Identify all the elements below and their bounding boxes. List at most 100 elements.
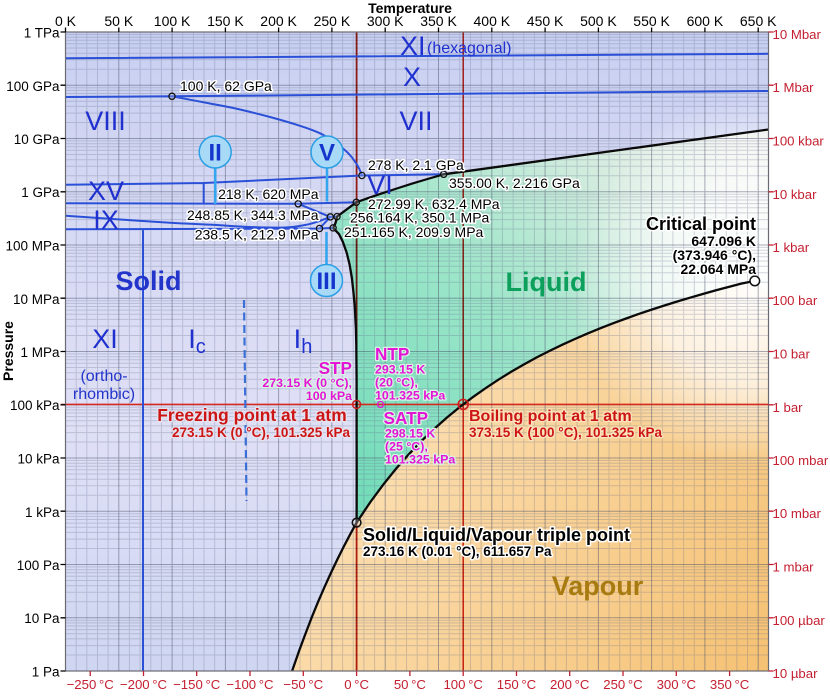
svg-text:273.15 K (0 °C),: 273.15 K (0 °C), — [262, 376, 352, 390]
svg-text:rhombic): rhombic) — [73, 386, 135, 403]
svg-text:(hexagonal): (hexagonal) — [427, 40, 512, 57]
svg-text:VII: VII — [399, 106, 432, 136]
svg-text:647.096 K: 647.096 K — [691, 233, 756, 249]
svg-text:XI: XI — [400, 31, 426, 61]
svg-text:100 Pa: 100 Pa — [17, 558, 60, 573]
svg-text:Temperature: Temperature — [368, 0, 452, 16]
svg-text:0 K: 0 K — [55, 13, 77, 29]
svg-text:373.15 K (100 °C), 101.325 kPa: 373.15 K (100 °C), 101.325 kPa — [469, 425, 663, 440]
svg-text:10 bar: 10 bar — [773, 347, 811, 362]
svg-text:22.064 MPa: 22.064 MPa — [681, 261, 757, 277]
svg-text:100 K: 100 K — [154, 13, 191, 29]
svg-text:−200 °C: −200 °C — [120, 677, 168, 692]
svg-text:550 K: 550 K — [633, 13, 670, 29]
svg-text:273.16 K (0.01 °C), 611.657 Pa: 273.16 K (0.01 °C), 611.657 Pa — [363, 544, 552, 559]
svg-text:100 GPa: 100 GPa — [6, 79, 60, 94]
svg-text:−250 °C: −250 °C — [67, 677, 115, 692]
svg-text:250 °C: 250 °C — [603, 677, 643, 692]
svg-text:IX: IX — [93, 205, 119, 235]
svg-text:256.164 K, 350.1 MPa: 256.164 K, 350.1 MPa — [350, 210, 490, 226]
svg-text:−100 °C: −100 °C — [226, 677, 274, 692]
svg-text:(373.946 °C),: (373.946 °C), — [673, 247, 756, 263]
svg-text:400 K: 400 K — [474, 13, 511, 29]
svg-text:272.99 K, 632.4 MPa: 272.99 K, 632.4 MPa — [368, 196, 500, 212]
svg-text:III: III — [316, 268, 336, 295]
svg-text:1 kPa: 1 kPa — [25, 505, 60, 520]
svg-text:101.325 kPa: 101.325 kPa — [375, 389, 445, 403]
svg-text:1 mbar: 1 mbar — [773, 560, 815, 575]
svg-text:1 bar: 1 bar — [773, 400, 804, 415]
svg-text:V: V — [319, 140, 335, 167]
svg-text:(20 °C),: (20 °C), — [375, 376, 418, 390]
svg-text:Pressure: Pressure — [0, 321, 16, 381]
svg-text:250 K: 250 K — [314, 13, 351, 29]
svg-text:Solid/Liquid/Vapour triple poi: Solid/Liquid/Vapour triple point — [363, 525, 630, 545]
svg-text:10 Pa: 10 Pa — [24, 611, 60, 626]
svg-text:100 kPa: 100 kPa — [306, 389, 352, 403]
svg-text:1 kbar: 1 kbar — [773, 240, 810, 255]
svg-text:251.165 K, 209.9 MPa: 251.165 K, 209.9 MPa — [344, 224, 484, 240]
svg-text:248.85 K, 344.3 MPa: 248.85 K, 344.3 MPa — [187, 207, 319, 223]
svg-text:Critical point: Critical point — [646, 214, 756, 234]
svg-text:II: II — [209, 140, 222, 167]
svg-text:Solid: Solid — [116, 266, 182, 296]
svg-text:218 K, 620 MPa: 218 K, 620 MPa — [218, 186, 319, 202]
svg-text:100 MPa: 100 MPa — [5, 239, 60, 254]
svg-text:VIII: VIII — [85, 106, 126, 136]
svg-text:10 MPa: 10 MPa — [13, 292, 60, 307]
svg-text:1 GPa: 1 GPa — [21, 185, 60, 200]
svg-text:(25 °C),: (25 °C), — [385, 440, 428, 454]
svg-text:300 K: 300 K — [367, 13, 404, 29]
svg-text:10 GPa: 10 GPa — [14, 132, 60, 147]
svg-text:1 MPa: 1 MPa — [20, 345, 60, 360]
svg-text:293.15 K: 293.15 K — [375, 363, 425, 377]
svg-text:298.15 K: 298.15 K — [385, 427, 435, 441]
svg-text:XI: XI — [92, 324, 118, 354]
svg-text:350 °C: 350 °C — [710, 677, 750, 692]
svg-text:Freezing point at 1 atm: Freezing point at 1 atm — [157, 405, 346, 425]
svg-text:100 bar: 100 bar — [773, 293, 818, 308]
svg-text:100 µbar: 100 µbar — [773, 613, 826, 628]
svg-text:300 °C: 300 °C — [657, 677, 697, 692]
svg-text:10 kbar: 10 kbar — [773, 187, 818, 202]
svg-text:1 Pa: 1 Pa — [32, 665, 60, 680]
svg-text:200 K: 200 K — [260, 13, 297, 29]
svg-text:VI: VI — [367, 170, 393, 200]
svg-text:1 Mbar: 1 Mbar — [773, 80, 815, 95]
svg-text:1 TPa: 1 TPa — [24, 26, 60, 41]
svg-text:−50 °C: −50 °C — [283, 677, 323, 692]
svg-text:NTP: NTP — [375, 344, 409, 364]
svg-text:100 kPa: 100 kPa — [10, 398, 60, 413]
svg-text:10 kPa: 10 kPa — [17, 452, 60, 467]
svg-text:STP: STP — [319, 358, 352, 378]
svg-text:450 K: 450 K — [527, 13, 564, 29]
svg-text:X: X — [403, 62, 421, 92]
svg-text:−150 °C: −150 °C — [173, 677, 221, 692]
svg-text:355.00 K, 2.216 GPa: 355.00 K, 2.216 GPa — [449, 175, 580, 191]
svg-text:SATP: SATP — [384, 408, 429, 428]
svg-text:150 °C: 150 °C — [497, 677, 537, 692]
svg-text:XV: XV — [88, 176, 124, 206]
svg-text:100 K, 62 GPa: 100 K, 62 GPa — [180, 78, 272, 94]
svg-text:278 K, 2.1 GPa: 278 K, 2.1 GPa — [368, 157, 464, 173]
svg-text:50 °C: 50 °C — [394, 677, 427, 692]
svg-text:238.5 K, 212.9 MPa: 238.5 K, 212.9 MPa — [195, 227, 319, 243]
svg-text:650 K: 650 K — [740, 13, 777, 29]
svg-text:10 µbar: 10 µbar — [773, 666, 819, 681]
svg-text:50 K: 50 K — [104, 13, 133, 29]
svg-text:273.15 K (0 °C), 101.325 kPa: 273.15 K (0 °C), 101.325 kPa — [172, 425, 351, 440]
svg-text:10 mbar: 10 mbar — [773, 506, 822, 521]
svg-text:Liquid: Liquid — [506, 267, 587, 297]
svg-text:Boiling point at 1 atm: Boiling point at 1 atm — [469, 408, 632, 425]
svg-text:500 K: 500 K — [580, 13, 617, 29]
svg-text:150 K: 150 K — [207, 13, 244, 29]
svg-text:Vapour: Vapour — [552, 571, 644, 601]
svg-text:350 K: 350 K — [420, 13, 457, 29]
svg-text:100 °C: 100 °C — [443, 677, 483, 692]
svg-text:0 °C: 0 °C — [344, 677, 369, 692]
svg-text:600 K: 600 K — [687, 13, 724, 29]
svg-text:(ortho-: (ortho- — [80, 368, 127, 385]
svg-text:100 mbar: 100 mbar — [773, 453, 829, 468]
svg-text:101.325 kPa: 101.325 kPa — [385, 453, 455, 467]
svg-text:10 Mbar: 10 Mbar — [773, 27, 822, 42]
